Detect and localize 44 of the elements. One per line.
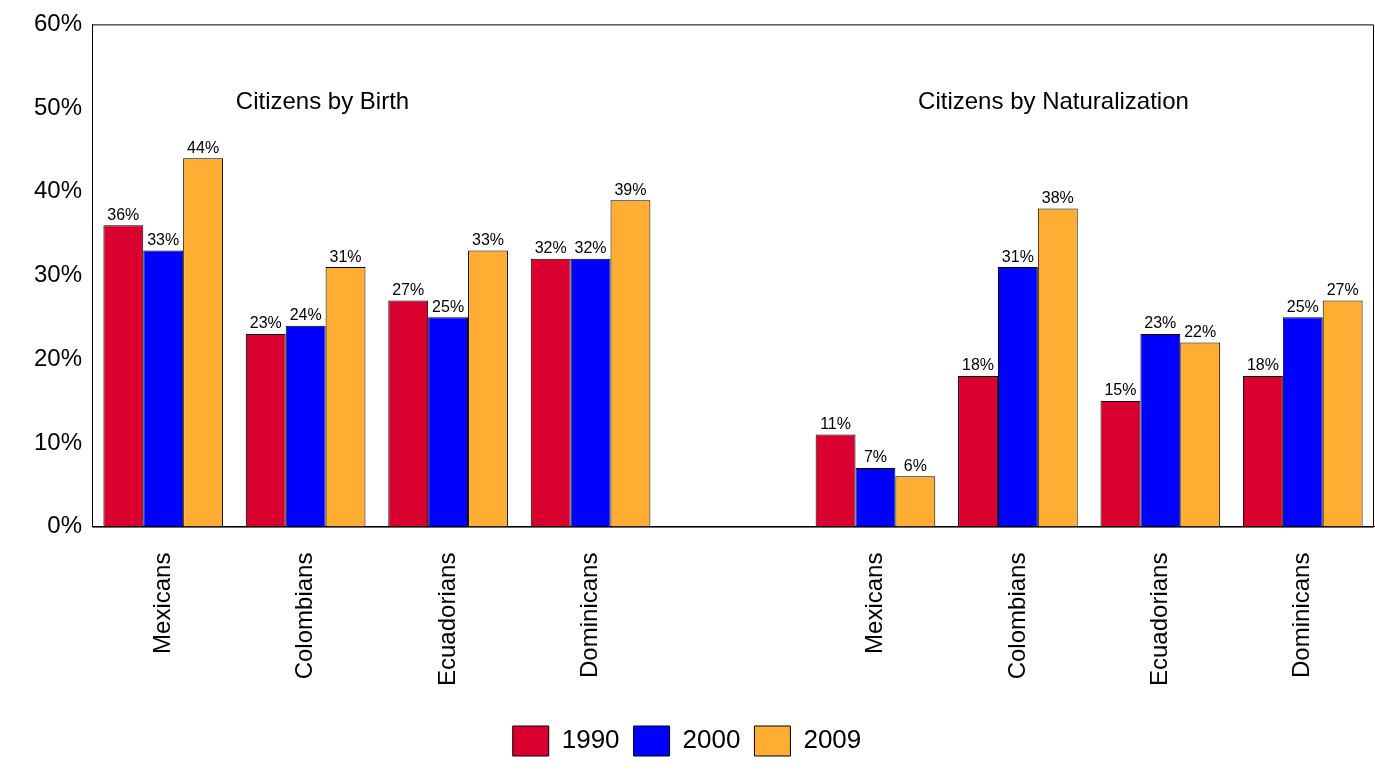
legend-label: 2009: [803, 724, 862, 755]
y-tick-label: 10%: [33, 427, 82, 455]
data-label: 32%: [534, 239, 567, 257]
data-label: 33%: [471, 230, 505, 248]
x-tick-label: Colombians: [1002, 552, 1030, 680]
x-tick-label: Mexicans: [860, 552, 888, 654]
x-tick-label: Dominicans: [575, 552, 603, 678]
x-tick-label: Colombians: [290, 552, 318, 680]
y-tick-label: 30%: [33, 260, 82, 288]
data-label: 39%: [614, 180, 647, 198]
annotation: Citizens by Naturalization: [918, 86, 1189, 114]
data-label: 25%: [432, 297, 465, 315]
y-tick-label: 0%: [47, 511, 82, 539]
data-label: 32%: [574, 239, 607, 257]
x-tick-label: Mexicans: [147, 552, 175, 654]
data-label: 31%: [1001, 247, 1034, 265]
data-label: 23%: [1144, 314, 1177, 332]
data-label: 18%: [1246, 356, 1279, 374]
data-label: 6%: [903, 456, 927, 474]
y-tick-label: 50%: [33, 92, 82, 120]
data-label: 33%: [147, 230, 180, 248]
data-label: 27%: [392, 281, 425, 299]
data-label: 7%: [863, 448, 888, 466]
data-label: 15%: [1104, 381, 1137, 399]
x-tick-label: Ecuadorians: [432, 552, 460, 686]
legend-label: 1990: [561, 724, 620, 755]
data-label: 22%: [1184, 322, 1217, 340]
data-label: 44%: [187, 138, 220, 156]
data-label: 27%: [1326, 281, 1359, 299]
legend-label: 2000: [682, 724, 741, 755]
data-label: 38%: [1041, 188, 1074, 206]
y-tick-label: 40%: [33, 176, 82, 204]
data-label: 18%: [961, 356, 995, 374]
data-label: 11%: [820, 414, 851, 432]
annotation: Citizens by Birth: [235, 86, 410, 114]
x-tick-label: Ecuadorians: [1144, 552, 1172, 686]
x-tick-label: Dominicans: [1287, 552, 1315, 678]
data-label: 36%: [107, 205, 140, 223]
data-label: 23%: [249, 314, 282, 332]
data-label: 31%: [329, 247, 362, 265]
data-label: 24%: [289, 306, 322, 324]
data-label: 25%: [1286, 297, 1319, 315]
y-tick-label: 20%: [33, 343, 82, 371]
y-tick-label: 60%: [33, 9, 82, 37]
